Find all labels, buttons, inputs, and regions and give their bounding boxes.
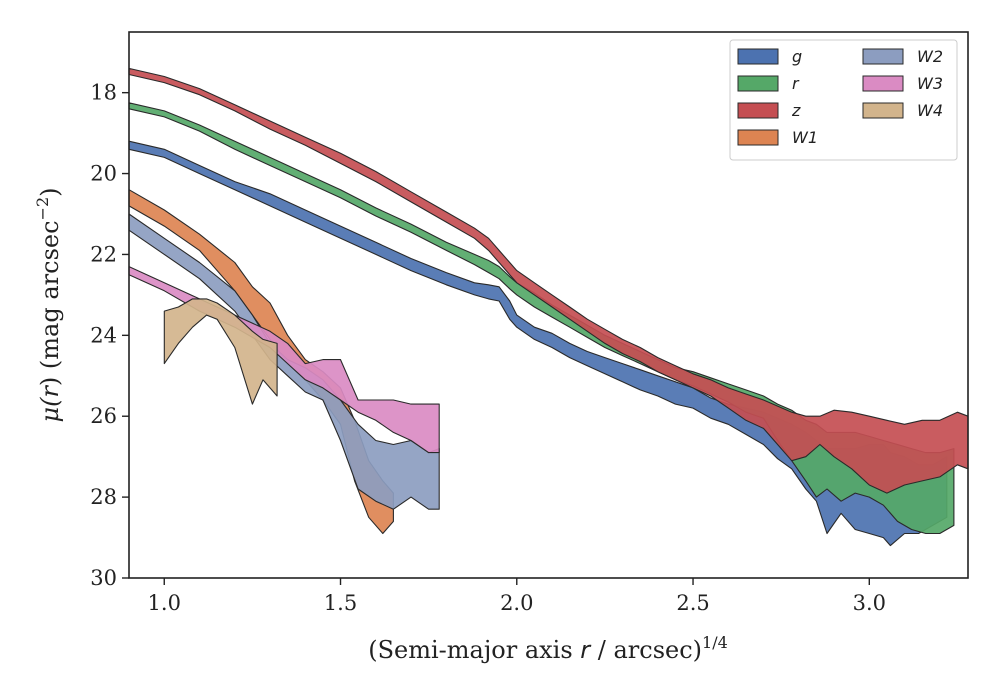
legend-swatch-w4: [862, 102, 904, 119]
x-tick-label: 2.0: [500, 591, 533, 615]
series-band-w4: [163, 298, 278, 405]
y-tick-label: 20: [90, 162, 117, 186]
x-axis-title-pre: (Semi-major axis: [368, 636, 580, 664]
y-tick-label: 24: [90, 323, 117, 347]
y-axis-title-var: r: [36, 385, 64, 398]
y-axis-title-close: ): [36, 187, 64, 196]
plot-frame: [128, 31, 969, 579]
legend-swatch-g: [737, 48, 779, 65]
legend-swatch-z: [737, 102, 779, 119]
x-tick-label: 3.0: [853, 591, 886, 615]
y-tick-label: 18: [90, 81, 117, 105]
x-tick-label: 1.0: [148, 591, 181, 615]
legend-label-z: z: [791, 101, 801, 120]
x-tick-label: 1.5: [324, 591, 357, 615]
legend-label-w2: W2: [917, 47, 943, 66]
y-tick-label: 22: [90, 242, 117, 266]
y-tick-label: 26: [90, 404, 117, 428]
legend: grz W1 W2 W3 W4: [729, 39, 958, 161]
legend-label-g: g: [792, 47, 802, 66]
legend-label-w1: W1: [792, 128, 818, 147]
y-axis-title: μ(r) (mag arcsec−2): [33, 187, 64, 422]
legend-swatch-w2: [862, 48, 904, 65]
y-axis-title-post: ) (mag arcsec: [36, 220, 64, 386]
x-axis-title-var: r: [580, 636, 592, 664]
legend-frame: [729, 39, 958, 161]
y-tick-label: 30: [90, 566, 117, 590]
x-axis-title: (Semi-major axis r / arcsec)1/4: [368, 633, 728, 664]
series-layer: [128, 67, 969, 547]
legend-swatch-w3: [862, 75, 904, 92]
y-axis-title-pre: μ(: [36, 397, 64, 423]
legend-label-w3: W3: [917, 74, 943, 93]
y-axis-title-exp: −2: [33, 197, 52, 221]
y-tick-label: 28: [90, 485, 117, 509]
legend-swatch-w1: [737, 129, 779, 146]
x-tick-label: 2.5: [676, 591, 709, 615]
ticks-layer: 1.0 1.5 2.0 2.5 3.0 18 20 22 24 26 28 30: [90, 81, 886, 615]
x-axis-title-exp: 1/4: [702, 633, 728, 652]
legend-swatch-r: [737, 75, 779, 92]
legend-label-w4: W4: [917, 101, 943, 120]
x-axis-title-post: / arcsec): [590, 636, 702, 664]
legend-label-r: r: [792, 74, 800, 93]
